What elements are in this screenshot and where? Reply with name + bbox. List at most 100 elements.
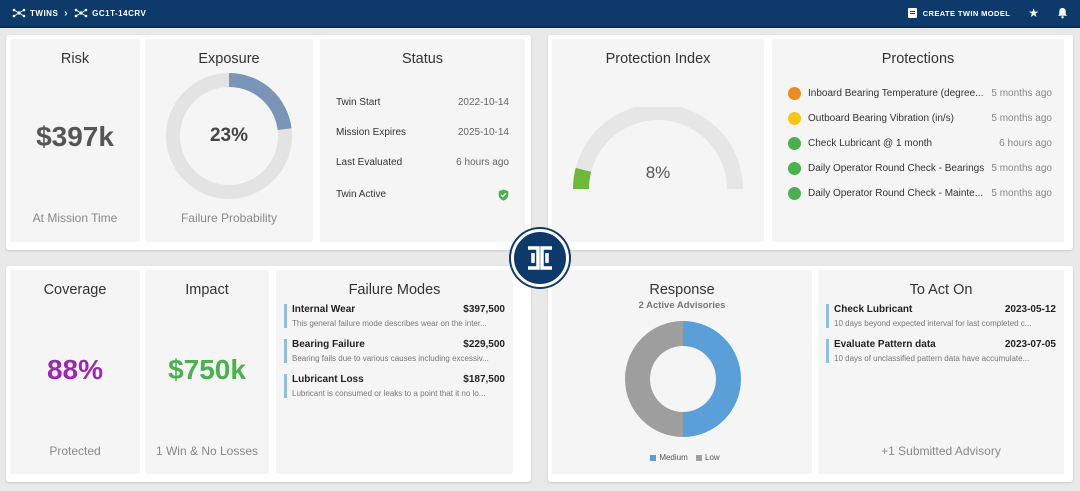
exposure-card[interactable]: Exposure 23% Failure Probability (145, 39, 313, 242)
logo-icon (528, 246, 552, 270)
impact-value: $750k (168, 354, 246, 385)
failure-mode-name: Internal Wear (292, 304, 356, 315)
status-dot-icon (788, 187, 801, 200)
legend-label-medium: Medium (659, 453, 688, 462)
status-value: 2025-10-14 (457, 127, 509, 138)
status-value: 2022-10-14 (457, 97, 509, 108)
app-logo (511, 229, 569, 287)
failure-mode-desc: This general failure mode describes wear… (292, 319, 487, 328)
status-card: Status Twin Start 2022-10-14 Mission Exp… (320, 39, 525, 242)
exposure-arc (166, 73, 292, 199)
failure-mode-desc: Bearing fails due to various causes incl… (292, 354, 489, 363)
protection-label: Daily Operator Round Check - Bearings (808, 163, 985, 174)
protections-title: Protections (881, 51, 955, 67)
to-act-on-name: Check Lubricant (834, 304, 913, 315)
protection-time: 5 months ago (991, 188, 1052, 199)
response-slice-medium[interactable] (683, 321, 741, 437)
to-act-on-desc: 10 days of unclassified pattern data hav… (834, 354, 1030, 363)
protection-time: 5 months ago (991, 163, 1052, 174)
protection-item[interactable]: Daily Operator Round Check - Mainte... 5… (788, 187, 1052, 200)
status-value: 6 hours ago (456, 157, 509, 168)
response-legend: Medium Low (552, 453, 812, 462)
top-bar: TWINS › GC1T-14CRV CREATE TWIN MODEL ★ (0, 0, 1080, 28)
status-row-last-evaluated: Last Evaluated 6 hours ago (336, 157, 509, 168)
protection-label: Inboard Bearing Temperature (degree... (808, 88, 984, 99)
failure-mode-desc: Lubricant is consumed or leaks to a poin… (292, 389, 486, 398)
coverage-subtitle: Protected (49, 444, 101, 458)
coverage-card[interactable]: Coverage 88% Protected (10, 270, 140, 474)
risk-value: $397k (36, 121, 114, 152)
failure-modes-title: Failure Modes (348, 282, 441, 298)
exposure-donut (166, 73, 292, 199)
chevron-right-icon: › (64, 7, 69, 19)
protection-item[interactable]: Inboard Bearing Temperature (degree... 5… (788, 87, 1052, 100)
coverage-value: 88% (46, 354, 104, 385)
breadcrumb-twins-link[interactable]: TWINS (30, 8, 59, 18)
summary-panel-top: Risk $397k At Mission Time Exposure 23% … (6, 35, 531, 250)
failure-mode-amount: $229,500 (463, 339, 505, 350)
shield-check-icon (498, 189, 509, 201)
protection-time: 6 hours ago (999, 138, 1052, 149)
response-card[interactable]: Response 2 Active Advisories Medium Low (552, 270, 812, 474)
protection-index-card[interactable]: Protection Index 8% (552, 39, 764, 242)
status-row-twin-active: Twin Active (336, 189, 509, 201)
failure-mode-amount: $187,500 (463, 374, 505, 385)
breadcrumb: TWINS › GC1T-14CRV (12, 8, 146, 19)
response-subtitle: 2 Active Advisories (638, 300, 726, 311)
failure-mode-item[interactable]: Bearing Failure $229,500 Bearing fails du… (284, 339, 505, 363)
protection-item[interactable]: Daily Operator Round Check - Bearings 5 … (788, 162, 1052, 175)
response-slice-low[interactable] (625, 321, 683, 437)
legend-label-low: Low (705, 453, 720, 462)
response-panel-bottom: Response 2 Active Advisories Medium Low … (548, 266, 1073, 482)
legend-swatch-low (696, 454, 702, 461)
twins-icon (12, 8, 26, 18)
document-icon (907, 8, 917, 18)
failure-mode-name: Bearing Failure (292, 339, 365, 350)
protection-item[interactable]: Check Lubricant @ 1 month 6 hours ago (788, 137, 1052, 150)
star-icon[interactable]: ★ (1028, 6, 1039, 20)
failure-mode-name: Lubricant Loss (292, 374, 364, 385)
protection-index-title: Protection Index (605, 51, 711, 67)
failure-mode-amount: $397,500 (463, 304, 505, 315)
protection-time: 5 months ago (991, 113, 1052, 124)
submitted-advisory-link[interactable]: +1 Submitted Advisory (881, 444, 1001, 458)
to-act-on-date: 2023-07-05 (1004, 339, 1056, 350)
protection-index-gauge (573, 107, 743, 190)
protection-panel-top: Protection Index 8% Protections Inboard … (548, 35, 1073, 250)
protection-label: Daily Operator Round Check - Mainte... (808, 188, 984, 199)
status-dot-icon (788, 87, 801, 100)
to-act-on-item[interactable]: Evaluate Pattern data 2023-07-05 10 days … (826, 339, 1056, 363)
to-act-on-item[interactable]: Check Lubricant 2023-05-12 10 days beyond… (826, 304, 1056, 328)
to-act-on-date: 2023-05-12 (1004, 304, 1056, 315)
risk-title: Risk (60, 51, 90, 67)
protection-time: 5 months ago (991, 88, 1052, 99)
to-act-on-name: Evaluate Pattern data (834, 339, 936, 350)
legend-swatch-medium (650, 454, 657, 461)
twin-icon (74, 8, 88, 18)
status-row-mission-expires: Mission Expires 2025-10-14 (336, 127, 509, 138)
to-act-on-desc: 10 days beyond expected interval for las… (834, 319, 1032, 328)
risk-card[interactable]: Risk $397k At Mission Time (10, 39, 140, 242)
protection-item[interactable]: Outboard Bearing Vibration (in/s) 5 mont… (788, 112, 1052, 125)
protection-label: Outboard Bearing Vibration (in/s) (808, 113, 955, 124)
summary-panel-bottom: Coverage 88% Protected Impact $750k 1 Wi… (6, 266, 531, 482)
response-title: Response (649, 282, 715, 298)
impact-card[interactable]: Impact $750k 1 Win & No Losses (145, 270, 269, 474)
impact-title: Impact (185, 282, 229, 298)
failure-mode-item[interactable]: Internal Wear $397,500 This general failu… (284, 304, 505, 328)
gauge-track (573, 107, 743, 190)
status-dot-icon (788, 137, 801, 150)
status-label: Twin Start (336, 97, 381, 108)
risk-subtitle: At Mission Time (32, 211, 118, 225)
create-twin-model-label: CREATE TWIN MODEL (922, 8, 1011, 18)
bell-icon[interactable] (1057, 7, 1068, 19)
protection-label: Check Lubricant @ 1 month (808, 138, 933, 149)
create-twin-model-button[interactable]: CREATE TWIN MODEL (907, 8, 1011, 18)
failure-mode-item[interactable]: Lubricant Loss $187,500 Lubricant is cons… (284, 374, 505, 398)
status-label: Twin Active (336, 189, 387, 200)
exposure-subtitle: Failure Probability (180, 211, 278, 225)
failure-modes-card: Failure Modes Internal Wear $397,500 This… (276, 270, 513, 474)
impact-subtitle: 1 Win & No Losses (155, 444, 259, 458)
status-title: Status (401, 51, 444, 67)
status-dot-icon (788, 162, 801, 175)
